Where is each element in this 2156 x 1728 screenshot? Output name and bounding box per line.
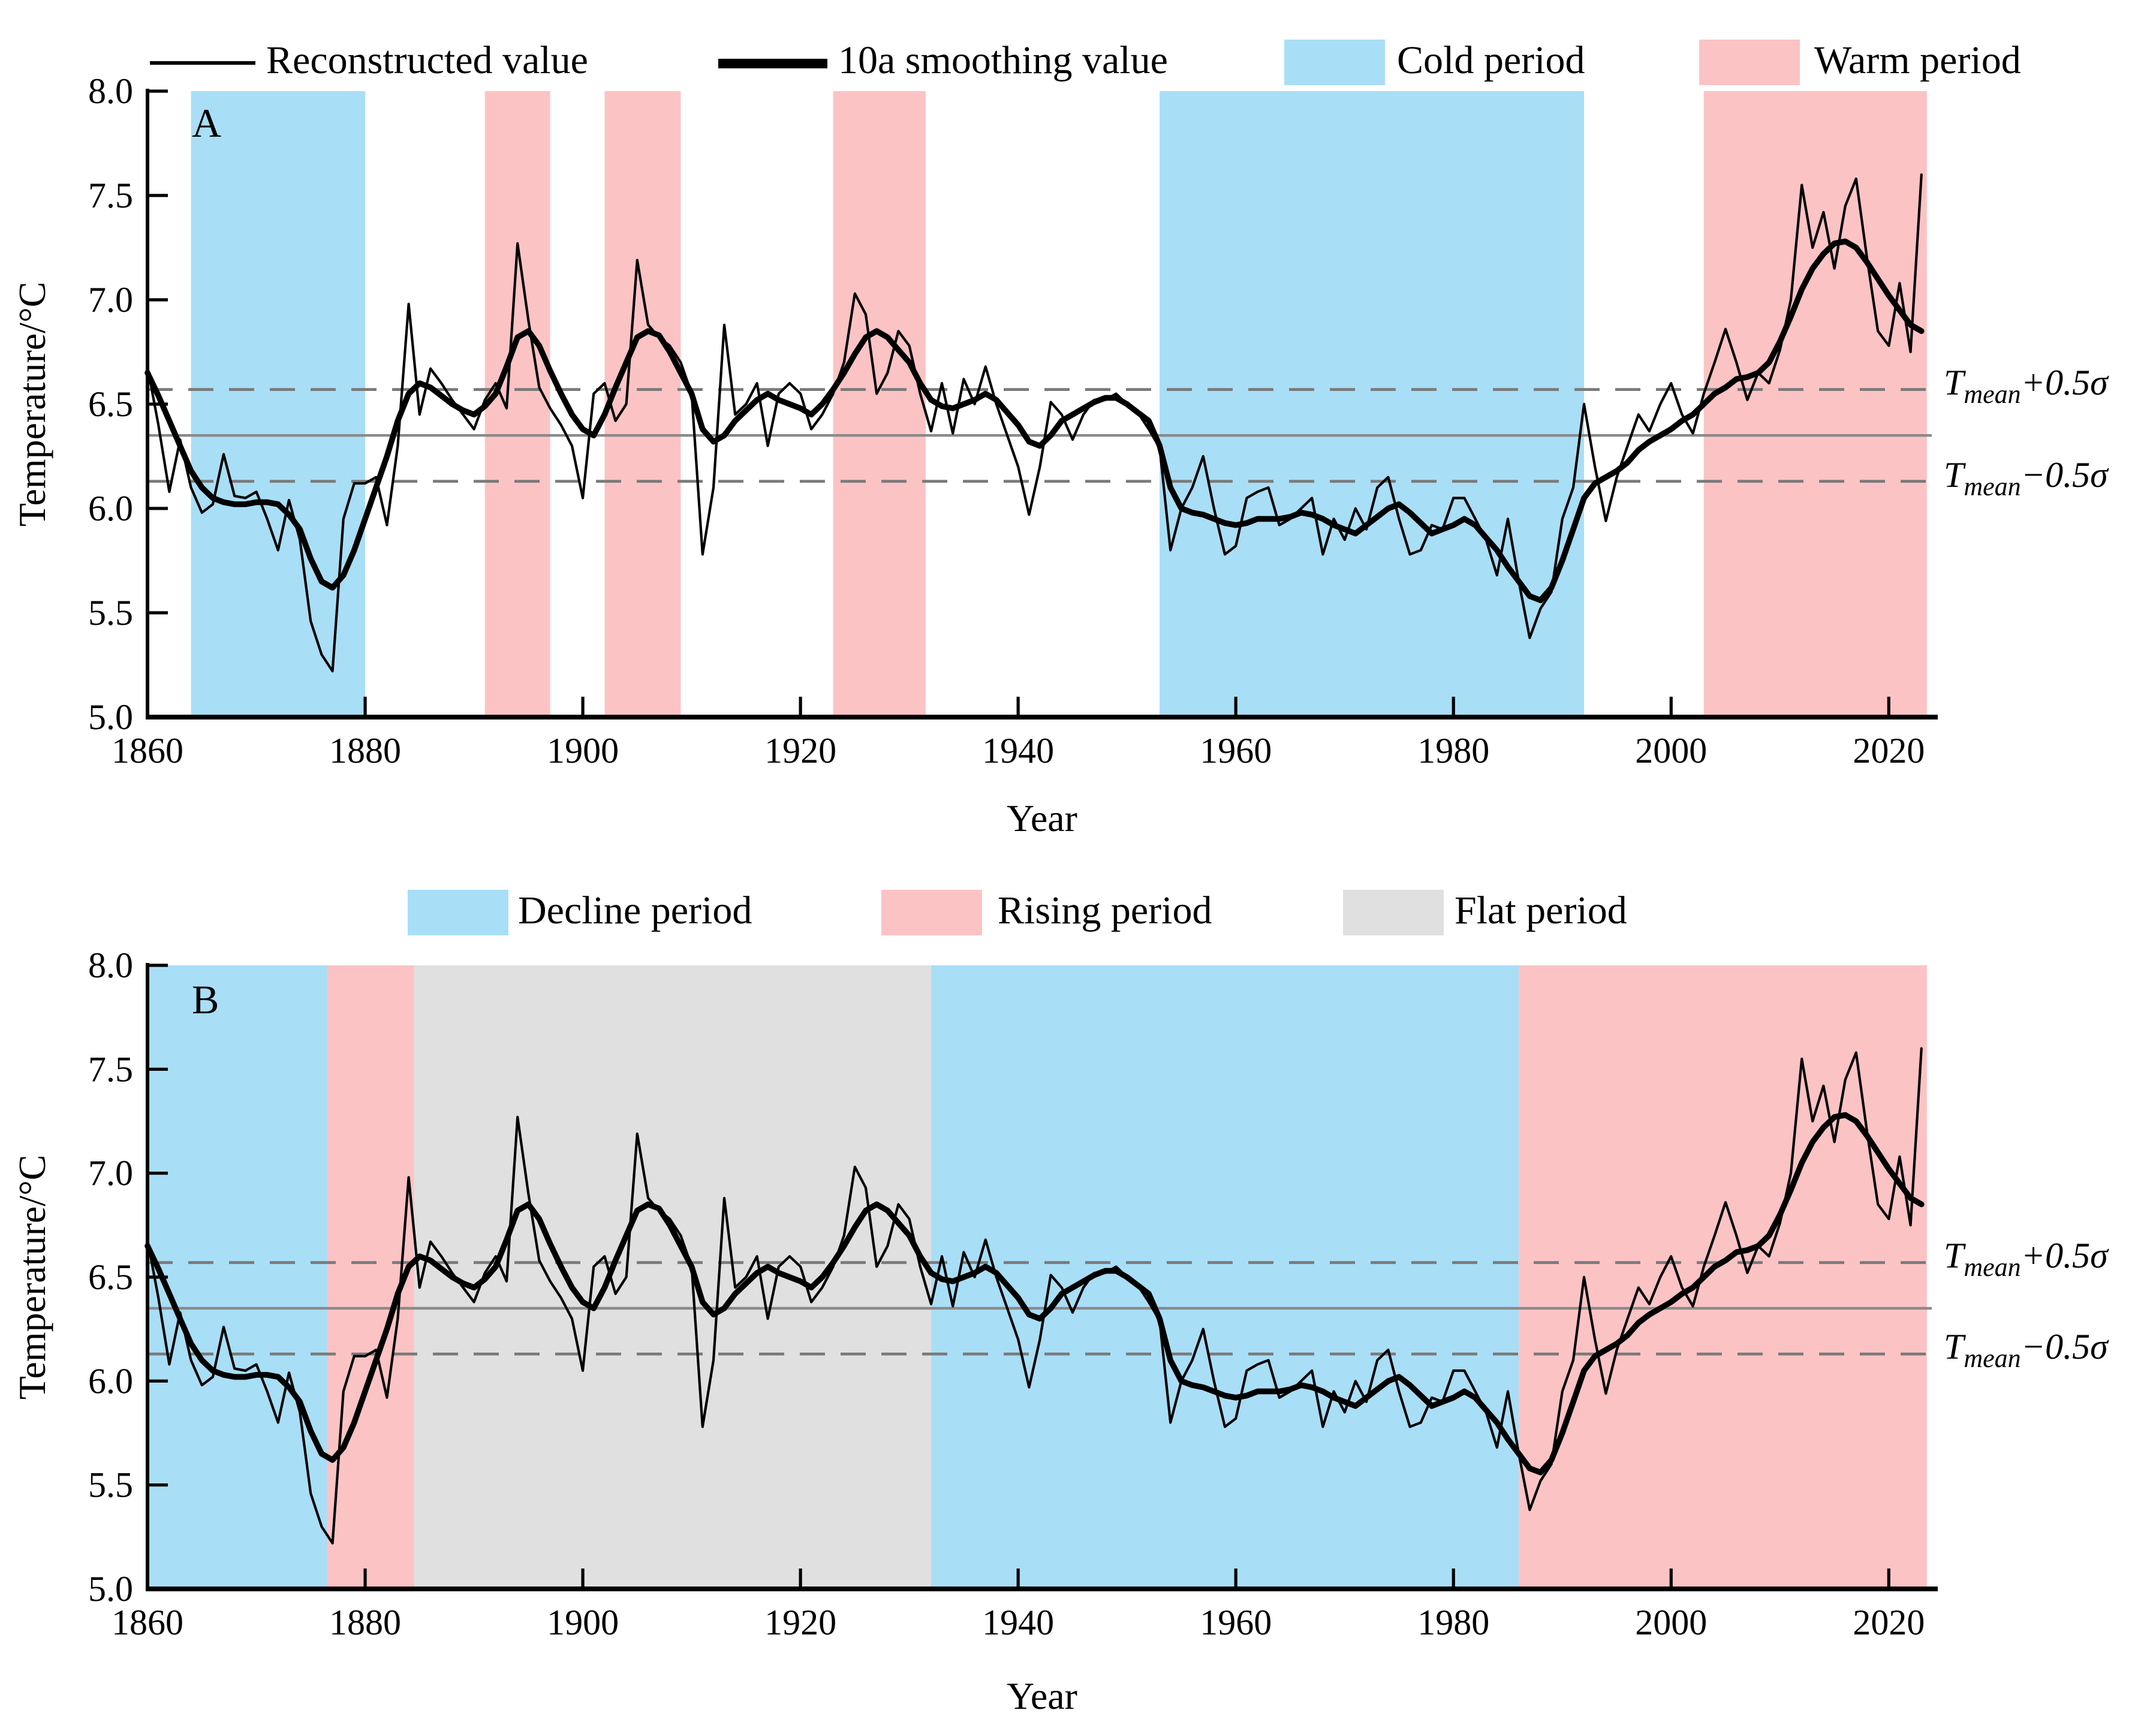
x-tick-label: 1980 [1417, 1603, 1489, 1642]
y-tick-label: 6.5 [88, 384, 133, 424]
x-tick-label: 1940 [982, 731, 1054, 770]
warm-period-swatch [1699, 40, 1800, 85]
rising-period-region [1519, 965, 1927, 1589]
y-tick-label: 5.5 [88, 593, 133, 633]
y-tick-label: 5.0 [88, 697, 133, 737]
smoothing-line-sample [718, 59, 827, 68]
legend-label-smoothing: 10a smoothing value [838, 40, 1168, 83]
x-tick-label: 1880 [329, 731, 401, 770]
annotation-upper-a: Tmean+0.5σ [1944, 363, 2108, 409]
decline-period-region [147, 965, 327, 1589]
x-tick-label: 1860 [112, 731, 183, 770]
x-tick-label: 2000 [1635, 731, 1707, 770]
y-tick-label: 8.0 [88, 946, 133, 985]
flat-period-swatch [1343, 890, 1444, 935]
y-tick-label: 7.5 [88, 1049, 133, 1089]
legend-label-rising: Rising period [998, 890, 1212, 933]
smoothing-value-line [144, 1112, 1925, 1476]
x-tick-label: 2020 [1853, 1603, 1925, 1642]
y-tick-label: 7.5 [88, 176, 133, 215]
y-tick-label: 5.5 [88, 1465, 133, 1505]
y-tick-label: 6.0 [88, 1361, 133, 1401]
x-tick-label: 2000 [1635, 1603, 1707, 1642]
reconstructed-value-line [146, 1047, 1923, 1545]
rising-period-region [327, 965, 414, 1589]
warm-period-region [484, 91, 550, 717]
x-tick-label: 1900 [547, 731, 619, 770]
decline-period-region [931, 965, 1519, 1589]
cold-period-region [1160, 91, 1585, 717]
legend-label-cold: Cold period [1397, 40, 1585, 83]
annotation-lower-b: Tmean−0.5σ [1944, 1327, 2108, 1373]
warm-period-region [1703, 91, 1927, 717]
x-tick-label: 1920 [764, 1603, 836, 1642]
rising-period-swatch [881, 890, 982, 935]
annotation-upper-b: Tmean+0.5σ [1944, 1236, 2108, 1282]
y-tick-label: 7.0 [88, 280, 133, 320]
x-tick-label: 1920 [764, 731, 836, 770]
y-tick-label: 7.0 [88, 1154, 133, 1193]
decline-period-swatch [408, 890, 508, 935]
y-tick-label: 6.5 [88, 1257, 133, 1297]
reconstructed-line-sample [150, 61, 255, 65]
y-axis-title-b: Temperature/°C [10, 1154, 53, 1400]
x-tick-label: 1880 [329, 1603, 401, 1642]
x-tick-label: 1940 [982, 1603, 1054, 1642]
x-axis-title-a: Year [1007, 796, 1077, 839]
cold-period-swatch [1284, 40, 1385, 85]
warm-period-region [833, 91, 926, 717]
panel-a-letter: A [192, 102, 222, 146]
x-axis-title-b: Year [1007, 1674, 1077, 1717]
legend-label-decline: Decline period [518, 890, 752, 933]
x-tick-label: 1960 [1200, 1603, 1272, 1642]
x-tick-label: 1900 [547, 1603, 619, 1642]
reconstructed-value-line [146, 173, 1923, 673]
annotation-lower-a: Tmean−0.5σ [1944, 456, 2108, 501]
y-tick-label: 6.0 [88, 489, 133, 528]
panel-b-letter: B [192, 979, 219, 1023]
legend-label-warm: Warm period [1814, 40, 2021, 83]
smoothing-value-line [144, 238, 1925, 603]
x-tick-label: 1960 [1200, 731, 1272, 770]
y-tick-label: 8.0 [88, 71, 133, 111]
x-tick-label: 1980 [1417, 731, 1489, 770]
cold-period-region [191, 91, 366, 717]
x-tick-label: 2020 [1853, 731, 1925, 770]
y-tick-label: 5.0 [88, 1569, 133, 1609]
legend-label-flat: Flat period [1455, 890, 1627, 933]
y-axis-title-a: Temperature/°C [10, 281, 53, 527]
x-tick-label: 1860 [112, 1603, 183, 1642]
warm-period-region [604, 91, 681, 717]
flat-period-region [414, 965, 931, 1589]
legend-label-reconstructed: Reconstructed value [266, 40, 588, 83]
